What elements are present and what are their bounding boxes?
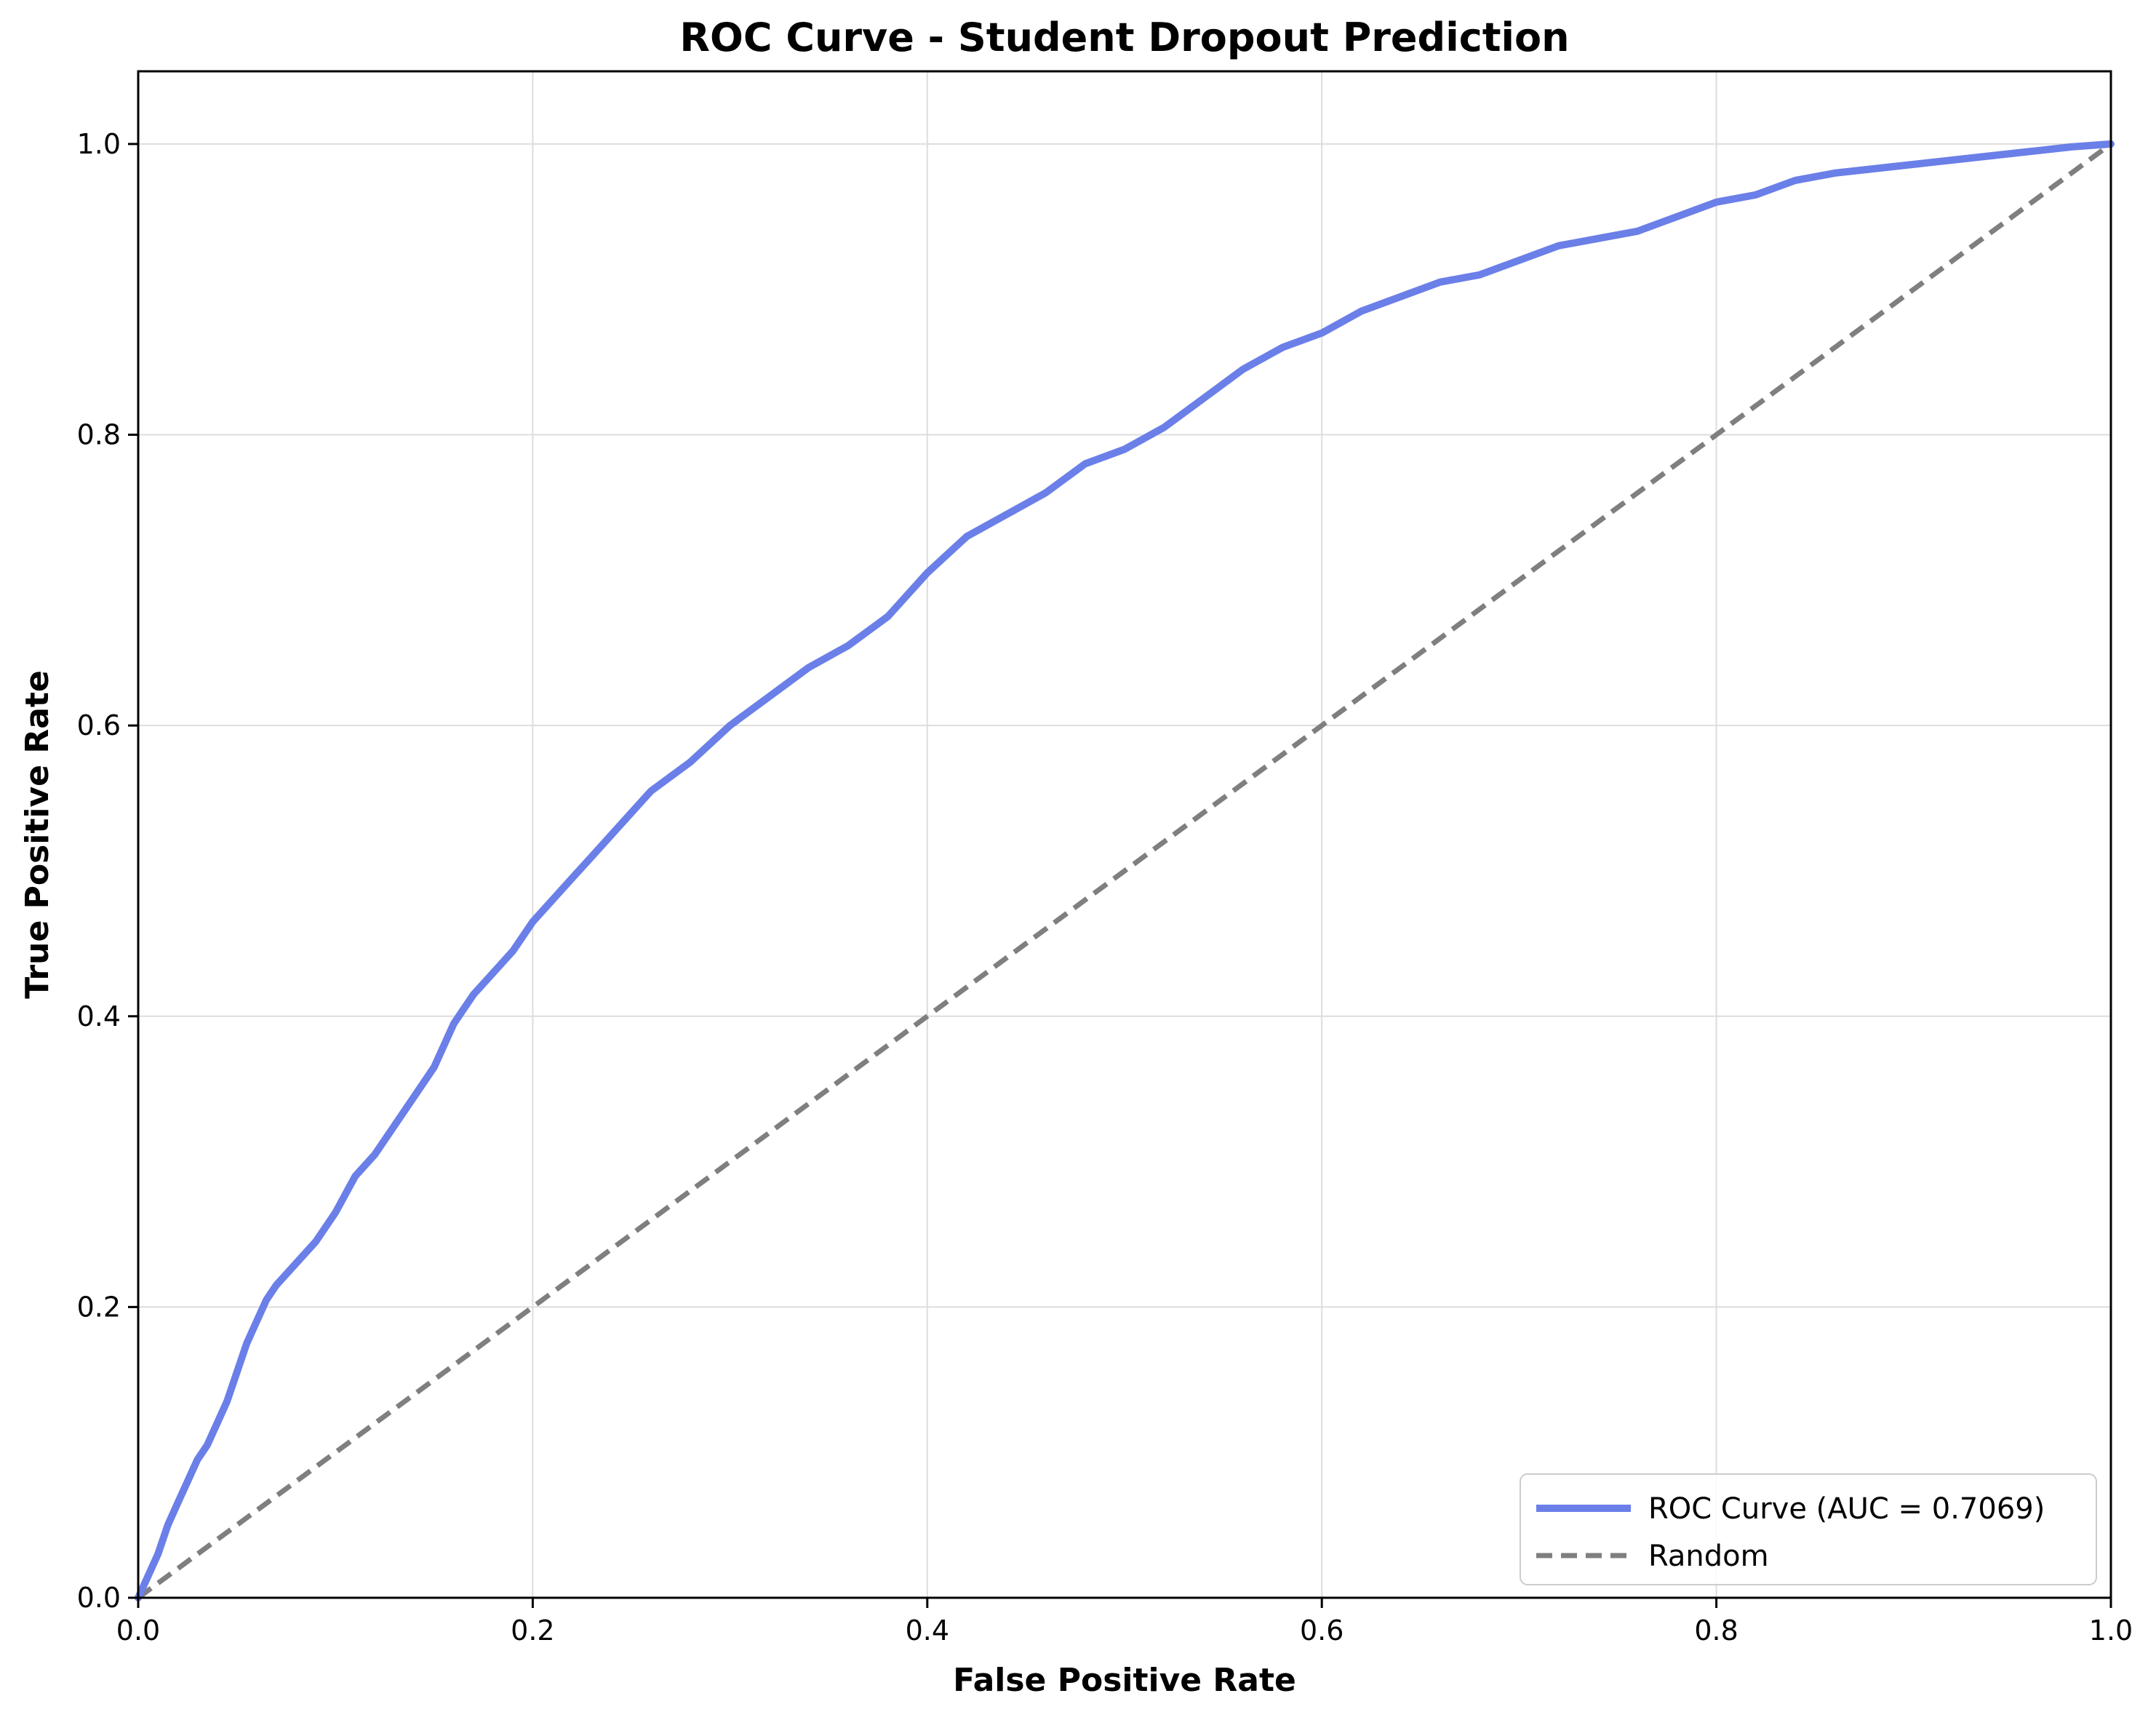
random-baseline-line <box>136 142 2113 1600</box>
legend-label-random: Random <box>1648 1540 1769 1573</box>
x-tick-label: 0.8 <box>1694 1615 1738 1647</box>
legend-label-roc: ROC Curve (AUC = 0.7069) <box>1648 1492 2045 1526</box>
x-tick-label: 0.4 <box>906 1615 949 1647</box>
grid-lines <box>137 71 2112 1598</box>
axis-ticks: 0.0 0.2 0.4 0.6 0.8 1.0 0.0 0.2 0.4 0.6 0.8 1.0 <box>77 128 2133 1647</box>
legend-box <box>1520 1473 2097 1585</box>
y-tick-label: 0.6 <box>77 709 121 741</box>
x-tick-label: 0.0 <box>116 1615 160 1647</box>
x-axis-label: False Positive Rate <box>953 1662 1296 1699</box>
x-tick-label: 0.2 <box>511 1615 554 1647</box>
y-tick-label: 0.4 <box>77 1000 121 1032</box>
chart-title: ROC Curve - Student Dropout Prediction <box>679 15 1569 60</box>
roc-curve-line <box>135 140 2115 1601</box>
legend: ROC Curve (AUC = 0.7069) Random <box>1520 1473 2097 1585</box>
y-axis-label: True Positive Rate <box>19 670 56 999</box>
x-tick-label: 0.6 <box>1300 1615 1343 1647</box>
y-tick-label: 0.8 <box>77 419 121 451</box>
plot-frame <box>137 70 2112 1599</box>
x-tick-label: 1.0 <box>2089 1615 2133 1647</box>
y-tick-label: 0.2 <box>77 1291 121 1323</box>
plot-series <box>135 140 2115 1601</box>
y-tick-label: 1.0 <box>77 128 121 160</box>
y-tick-label: 0.0 <box>77 1582 121 1614</box>
